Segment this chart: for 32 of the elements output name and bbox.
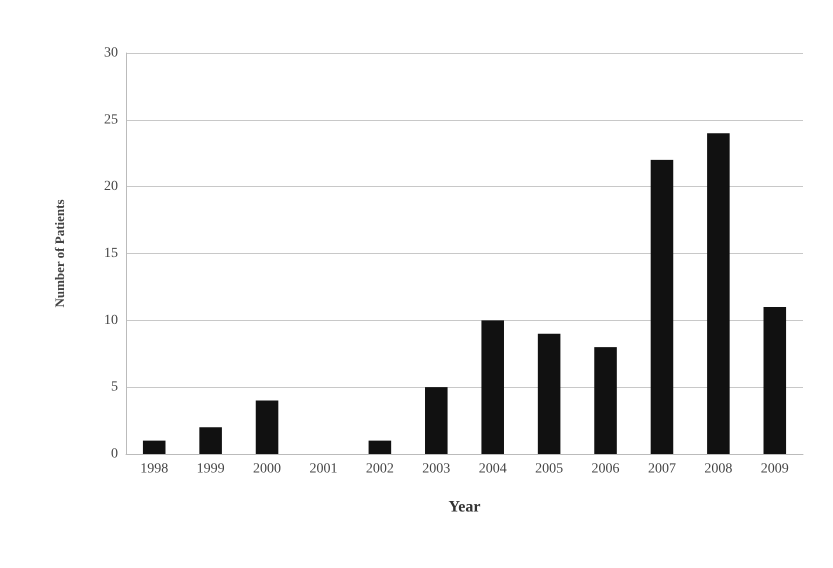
y-tick-label: 25 (104, 112, 118, 128)
x-tick-label: 2006 (592, 462, 620, 476)
x-tick-label: 2005 (535, 462, 564, 476)
x-tick-label: 1998 (140, 462, 168, 476)
bar (368, 440, 392, 454)
bar (650, 160, 674, 454)
y-tick-label: 5 (111, 380, 118, 395)
bar (199, 427, 222, 454)
x-tick-label: 2007 (648, 462, 676, 476)
y-tick-label: 15 (104, 246, 118, 261)
bar (594, 347, 617, 454)
x-tick-label: 2000 (253, 462, 282, 476)
x-tick-label: 2008 (704, 462, 732, 476)
bar (256, 400, 278, 454)
y-tick-label: 30 (104, 46, 118, 60)
y-tick-label: 0 (111, 446, 118, 462)
y-tick-label: 10 (104, 312, 118, 328)
bar (707, 133, 730, 454)
bar (481, 320, 504, 454)
x-tick-label: 1999 (196, 462, 225, 476)
x-tick-label: 2002 (366, 462, 394, 476)
bar (142, 440, 166, 454)
x-tick-label: 2004 (478, 462, 507, 476)
bar (425, 387, 448, 454)
x-tick-label: 2003 (422, 462, 450, 476)
bar (538, 334, 560, 454)
x-tick-label: 2009 (760, 462, 789, 476)
x-tick-label: 2001 (309, 462, 338, 476)
bar (764, 306, 786, 454)
x-axis-title: Year (448, 498, 480, 516)
y-axis-title: Number of Patients (52, 199, 67, 308)
y-tick-label: 20 (104, 179, 118, 194)
